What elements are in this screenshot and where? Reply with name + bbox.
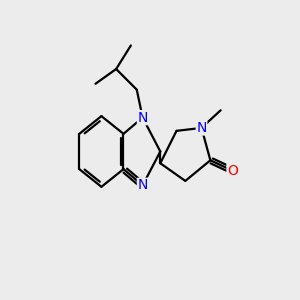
Text: O: O: [227, 164, 238, 178]
Text: N: N: [196, 121, 207, 135]
Text: N: N: [137, 178, 148, 192]
Text: N: N: [137, 111, 148, 124]
